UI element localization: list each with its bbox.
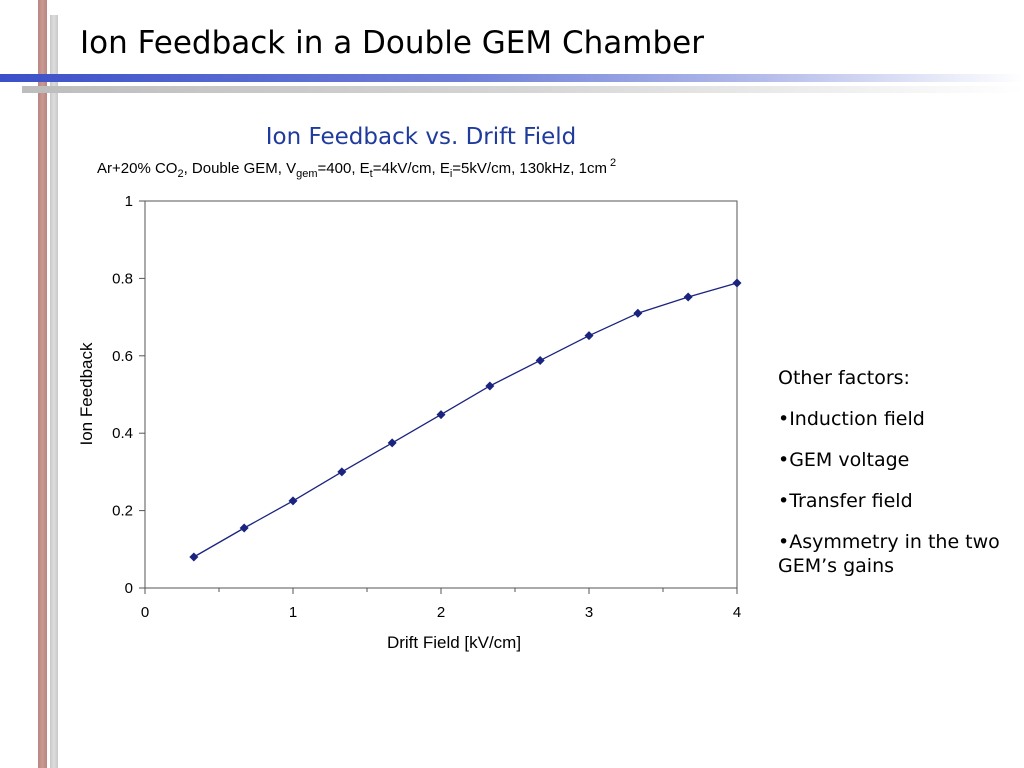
y-axis: 0 0.2 0.4 0.6 0.8 1 [112,193,145,597]
y-tick-label: 1 [125,193,133,210]
series [189,278,742,562]
data-point [633,308,643,318]
decorative-gray-bar [50,15,58,768]
y-tick-label: 0.4 [112,425,133,442]
x-axis: 0 1 2 3 4 [141,588,741,621]
decorative-red-bar [38,0,47,768]
note-item-gem-voltage: •GEM voltage [778,449,910,471]
x-tick-label: 2 [437,604,445,621]
y-tick-label: 0.2 [112,503,133,520]
notes-heading: Other factors: [778,367,910,389]
data-point [436,410,446,420]
note-item-asymmetry: •Asymmetry in the two GEM’s gains [778,531,1000,577]
data-point [584,331,594,341]
data-point [485,381,495,391]
data-point [189,552,199,562]
series-line [193,282,738,558]
x-tick-label: 0 [141,604,149,621]
data-point [683,292,693,302]
decorative-blue-rule [0,74,1024,82]
y-tick-label: 0.6 [112,348,133,365]
ion-feedback-chart: Ion Feedback vs. Drift Field Ar+20% CO2,… [77,124,742,652]
x-tick-label: 3 [585,604,593,621]
y-tick-label: 0.8 [112,270,133,287]
x-axis-label: Drift Field [kV/cm] [387,633,521,652]
data-point [535,355,545,365]
data-point [239,523,249,533]
data-point [387,438,397,448]
page-title: Ion Feedback in a Double GEM Chamber [80,25,704,61]
note-item-transfer-field: •Transfer field [778,490,913,512]
x-tick-label: 1 [289,604,297,621]
y-tick-label: 0 [125,580,133,597]
data-point [732,278,742,288]
data-point [288,496,298,506]
side-notes: Other factors: •Induction field •GEM vol… [778,366,1018,595]
chart-subtitle: Ar+20% CO2, Double GEM, Vgem=400, Et=4kV… [97,157,616,180]
x-tick-label: 4 [733,604,741,621]
note-item-induction-field: •Induction field [778,408,925,430]
data-point [337,467,347,477]
y-axis-label: Ion Feedback [77,342,96,446]
chart-title: Ion Feedback vs. Drift Field [266,124,576,150]
plot-area [144,200,738,589]
decorative-gray-rule [22,86,1024,93]
